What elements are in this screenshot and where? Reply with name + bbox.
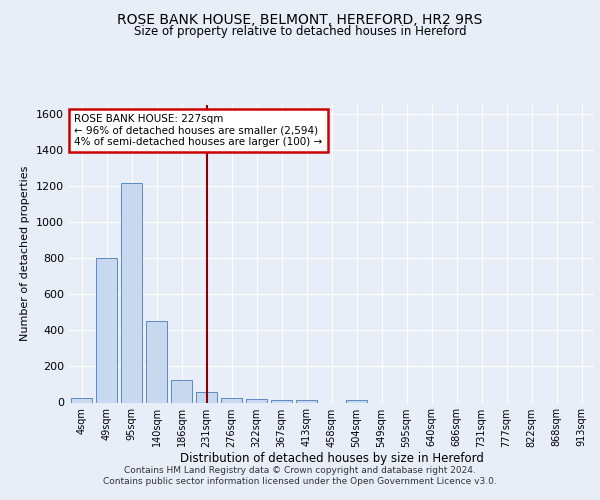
Text: Size of property relative to detached houses in Hereford: Size of property relative to detached ho… xyxy=(134,25,466,38)
Bar xyxy=(71,398,92,402)
Bar xyxy=(221,398,242,402)
Y-axis label: Number of detached properties: Number of detached properties xyxy=(20,166,31,342)
Bar xyxy=(96,258,117,402)
Bar xyxy=(196,392,217,402)
Bar xyxy=(146,322,167,402)
Bar xyxy=(121,182,142,402)
Bar xyxy=(296,400,317,402)
Text: Contains public sector information licensed under the Open Government Licence v3: Contains public sector information licen… xyxy=(103,477,497,486)
Bar xyxy=(271,400,292,402)
Bar xyxy=(346,400,367,402)
X-axis label: Distribution of detached houses by size in Hereford: Distribution of detached houses by size … xyxy=(179,452,484,466)
Bar xyxy=(246,399,267,402)
Text: ROSE BANK HOUSE: 227sqm
← 96% of detached houses are smaller (2,594)
4% of semi-: ROSE BANK HOUSE: 227sqm ← 96% of detache… xyxy=(74,114,323,147)
Text: Contains HM Land Registry data © Crown copyright and database right 2024.: Contains HM Land Registry data © Crown c… xyxy=(124,466,476,475)
Bar xyxy=(171,380,192,402)
Text: ROSE BANK HOUSE, BELMONT, HEREFORD, HR2 9RS: ROSE BANK HOUSE, BELMONT, HEREFORD, HR2 … xyxy=(118,12,482,26)
